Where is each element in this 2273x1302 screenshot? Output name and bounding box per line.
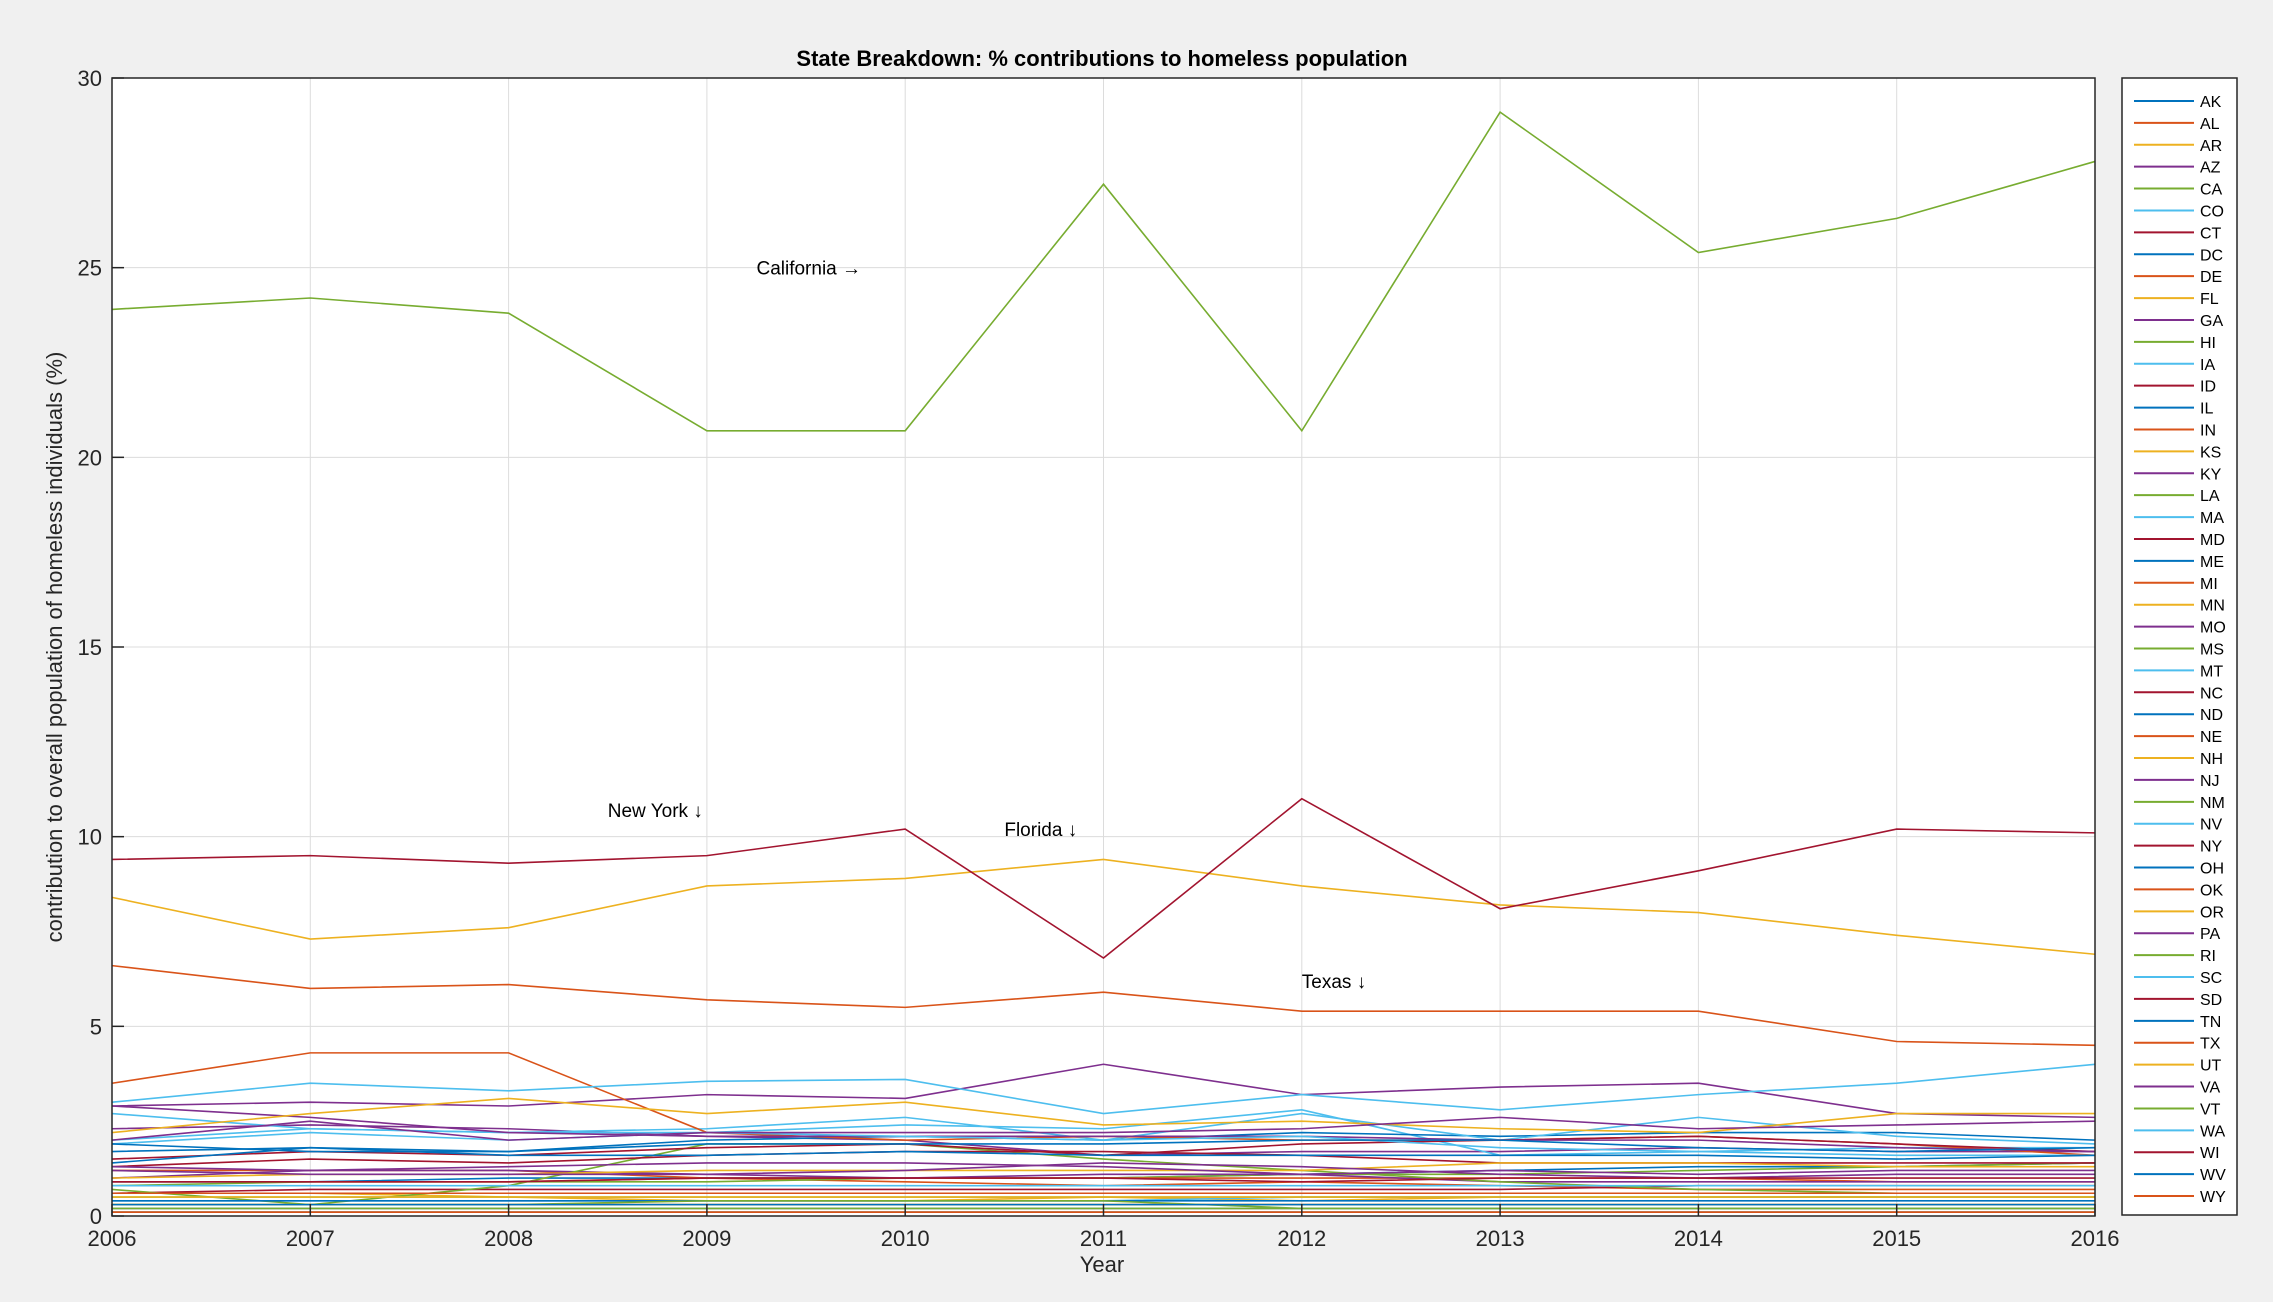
series-line-pa bbox=[111, 1116, 2096, 1141]
legend-label-in: IN bbox=[2200, 422, 2216, 439]
legend-label-ga: GA bbox=[2200, 313, 2223, 330]
x-tick-label: 2008 bbox=[484, 1226, 533, 1251]
y-tick-label: 25 bbox=[78, 256, 102, 281]
legend-label-ok: OK bbox=[2200, 882, 2223, 899]
legend-box bbox=[2121, 77, 2238, 1216]
legend-label-tn: TN bbox=[2200, 1014, 2221, 1031]
x-tick-label: 2006 bbox=[88, 1226, 137, 1251]
legend-label-ar: AR bbox=[2200, 138, 2222, 155]
series-line-la bbox=[111, 1143, 2095, 1206]
legend-label-or: OR bbox=[2200, 904, 2224, 921]
legend-label-oh: OH bbox=[2200, 861, 2224, 878]
axis-ticks: 2006 2007 2008 2009 2010 2011 2012 2013 2014 2015… bbox=[78, 66, 2120, 1251]
y-tick-label: 15 bbox=[78, 635, 102, 660]
legend-label-wy: WY bbox=[2200, 1189, 2226, 1206]
legend-label-va: VA bbox=[2200, 1080, 2220, 1097]
x-tick-label: 2012 bbox=[1277, 1226, 1326, 1251]
series-line-tx bbox=[111, 964, 2096, 1047]
legend-label-me: ME bbox=[2200, 554, 2224, 571]
y-tick-label: 0 bbox=[90, 1204, 102, 1229]
legend-label-il: IL bbox=[2200, 401, 2213, 418]
legend-label-ne: NE bbox=[2200, 729, 2222, 746]
series-line-or bbox=[111, 1097, 2095, 1134]
legend-label-ct: CT bbox=[2200, 225, 2222, 242]
legend-label-nm: NM bbox=[2200, 795, 2225, 812]
legend-label-mo: MO bbox=[2200, 620, 2226, 637]
legend-label-ia: IA bbox=[2200, 357, 2215, 374]
legend-label-nv: NV bbox=[2200, 817, 2223, 834]
legend-label-al: AL bbox=[2200, 116, 2220, 133]
legend-label-nh: NH bbox=[2200, 751, 2223, 768]
y-tick-label: 30 bbox=[78, 66, 102, 91]
x-tick-label: 2015 bbox=[1872, 1226, 1921, 1251]
legend-label-wi: WI bbox=[2200, 1145, 2220, 1162]
legend[interactable]: AK AL AR AZ CA CO CT DC DE FL GA HI IA ID IL IN KS KY LA MA… bbox=[2121, 77, 2238, 1216]
legend-label-hi: HI bbox=[2200, 335, 2216, 352]
legend-label-de: DE bbox=[2200, 269, 2222, 286]
series-line-va bbox=[111, 1162, 2095, 1176]
series-line-fl bbox=[111, 858, 2096, 956]
legend-label-ny: NY bbox=[2200, 839, 2223, 856]
y-tick-label: 5 bbox=[90, 1014, 102, 1039]
legend-label-ms: MS bbox=[2200, 642, 2224, 659]
annotation-label: California → bbox=[756, 259, 861, 280]
series-line-ky bbox=[111, 1169, 2095, 1183]
legend-label-ky: KY bbox=[2200, 466, 2222, 483]
legend-label-ma: MA bbox=[2200, 510, 2224, 527]
series-line-wi bbox=[112, 1177, 2095, 1183]
annotation-label: New York ↓ bbox=[608, 801, 703, 822]
chart-title: State Breakdown: % contributions to home… bbox=[796, 46, 1407, 71]
legend-label-sd: SD bbox=[2200, 992, 2222, 1009]
legend-label-nj: NJ bbox=[2200, 773, 2220, 790]
legend-label-nc: NC bbox=[2200, 685, 2223, 702]
annotations: California → New York ↓ Florida ↓ Texas ↓ bbox=[608, 259, 1366, 993]
series-line-nj bbox=[111, 1105, 2096, 1153]
legend-label-dc: DC bbox=[2200, 247, 2223, 264]
legend-label-la: LA bbox=[2200, 488, 2220, 505]
legend-label-ut: UT bbox=[2200, 1058, 2222, 1075]
x-tick-label: 2007 bbox=[286, 1226, 335, 1251]
annotation-label: Texas ↓ bbox=[1302, 972, 1366, 993]
legend-label-az: AZ bbox=[2200, 160, 2221, 177]
x-tick-label: 2010 bbox=[881, 1226, 930, 1251]
y-tick-label: 20 bbox=[78, 445, 102, 470]
legend-label-ak: AK bbox=[2200, 94, 2222, 111]
series-line-mo bbox=[111, 1162, 2095, 1179]
legend-label-co: CO bbox=[2200, 203, 2224, 220]
legend-label-wv: WV bbox=[2200, 1167, 2226, 1184]
y-axis-label: contribution to overall population of ho… bbox=[42, 352, 67, 943]
legend-label-nd: ND bbox=[2200, 707, 2223, 724]
legend-label-vt: VT bbox=[2200, 1101, 2221, 1118]
legend-label-tx: TX bbox=[2200, 1036, 2221, 1053]
y-tick-label: 10 bbox=[78, 825, 102, 850]
x-tick-label: 2011 bbox=[1080, 1226, 1127, 1251]
legend-label-md: MD bbox=[2200, 532, 2225, 549]
series-line-ga bbox=[111, 1063, 2096, 1119]
legend-label-mt: MT bbox=[2200, 663, 2223, 680]
series-line-ca bbox=[111, 110, 2096, 433]
series-line-oh bbox=[111, 1139, 2096, 1153]
legend-label-fl: FL bbox=[2200, 291, 2219, 308]
series-line-ny bbox=[111, 797, 2096, 960]
legend-label-id: ID bbox=[2200, 379, 2216, 396]
x-tick-label: 2009 bbox=[682, 1226, 731, 1251]
legend-label-wa: WA bbox=[2200, 1123, 2226, 1140]
legend-label-sc: SC bbox=[2200, 970, 2222, 987]
x-tick-label: 2016 bbox=[2071, 1226, 2120, 1251]
legend-label-mi: MI bbox=[2200, 576, 2218, 593]
x-axis-label: Year bbox=[1080, 1252, 1124, 1277]
legend-label-ri: RI bbox=[2200, 948, 2216, 965]
x-tick-label: 2013 bbox=[1476, 1226, 1525, 1251]
series-line-md bbox=[111, 1150, 2095, 1168]
legend-label-ks: KS bbox=[2200, 444, 2221, 461]
x-tick-label: 2014 bbox=[1674, 1226, 1723, 1251]
series-line-tn bbox=[111, 1146, 2096, 1164]
series-line-wa bbox=[111, 1063, 2096, 1115]
series-line-nv bbox=[111, 1131, 2095, 1157]
annotation-label: Florida ↓ bbox=[1004, 820, 1077, 841]
legend-label-mn: MN bbox=[2200, 598, 2225, 615]
legend-label-ca: CA bbox=[2200, 182, 2223, 199]
legend-label-pa: PA bbox=[2200, 926, 2220, 943]
